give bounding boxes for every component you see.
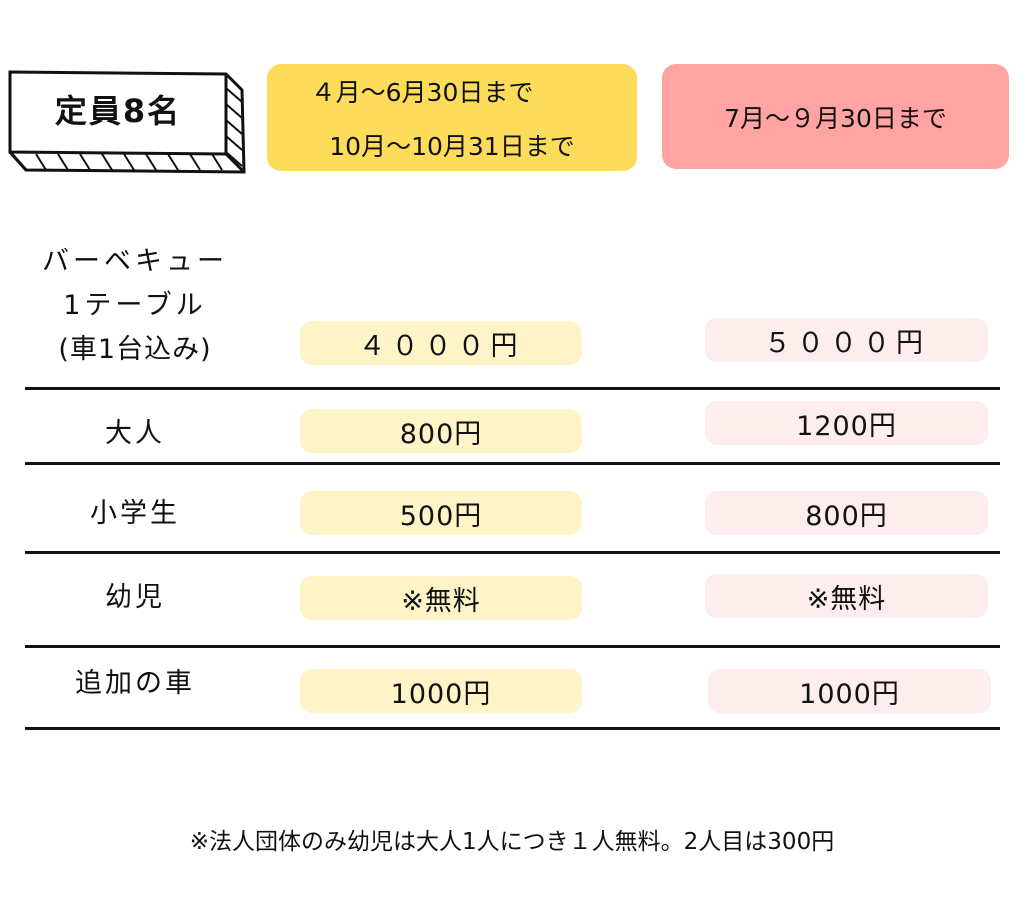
row-label-extra-car: 追加の車 xyxy=(75,668,195,699)
row-label-line: (車1台込み) xyxy=(58,334,212,365)
row-label-line: 1テーブル xyxy=(63,290,207,321)
footnote: ※法人団体のみ幼児は大人1人につき１人無料。2人目は300円 xyxy=(189,829,835,855)
season-header-1: ４月～6月30日まで 10月～10月31日まで xyxy=(267,64,637,171)
price-bbq-season-1: ４０００円 xyxy=(300,321,582,365)
season-1-line-1: ４月～6月30日まで xyxy=(310,77,534,107)
price-infant-season-2: ※無料 xyxy=(705,574,988,618)
price-elementary-season-1: 500円 xyxy=(300,491,582,535)
price-adult-season-1: 800円 xyxy=(300,409,582,453)
row-label-adult: 大人 xyxy=(105,418,165,449)
price-adult-season-2: 1200円 xyxy=(705,401,988,445)
season-1-line-2: 10月～10月31日まで xyxy=(329,131,575,161)
row-divider xyxy=(25,645,1000,648)
row-label-elementary: 小学生 xyxy=(90,498,180,529)
price-infant-season-1: ※無料 xyxy=(300,576,582,620)
price-elementary-season-2: 800円 xyxy=(705,491,988,535)
row-label-infant: 幼児 xyxy=(105,582,165,613)
row-divider xyxy=(25,551,1000,554)
row-divider xyxy=(25,462,1000,465)
row-label-bbq: バーベキュー 1テーブル (車1台込み) xyxy=(20,240,250,372)
capacity-label: 定員8名 xyxy=(54,92,182,130)
capacity-badge: 定員8名 xyxy=(6,68,246,176)
row-label-line: バーベキュー xyxy=(42,246,228,277)
season-2-line-1: 7月～９月30日まで xyxy=(724,103,947,133)
price-extra-car-season-1: 1000円 xyxy=(300,669,582,713)
season-header-2: 7月～９月30日まで xyxy=(662,64,1009,169)
row-divider xyxy=(25,387,1000,390)
sketch-box-decoration xyxy=(8,70,246,174)
price-extra-car-season-2: 1000円 xyxy=(708,669,991,713)
price-bbq-season-2: ５０００円 xyxy=(705,318,988,362)
row-divider xyxy=(25,727,1000,730)
